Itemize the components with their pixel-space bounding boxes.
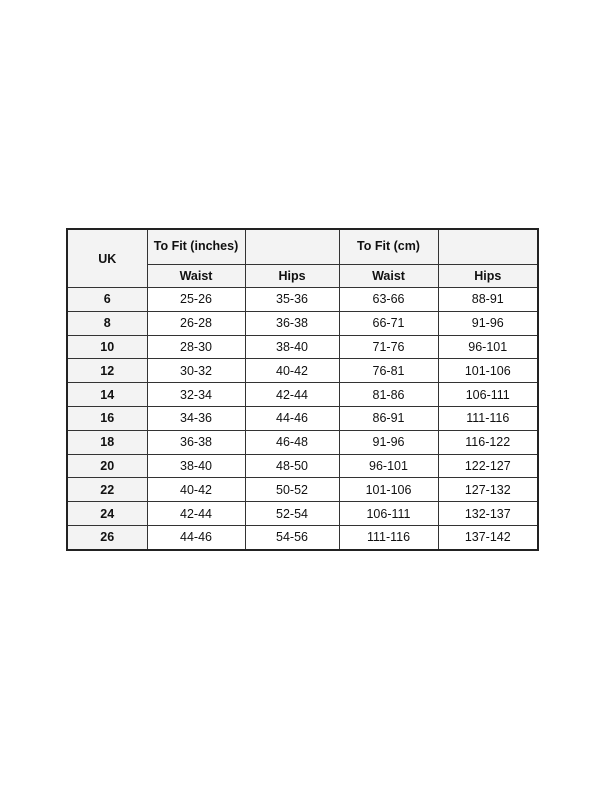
- cell-waist-inches: 32-34: [146, 382, 246, 407]
- cell-uk-size: 18: [66, 429, 148, 455]
- header-hips-inches: Hips: [244, 264, 340, 288]
- cell-hips-cm: 101-106: [437, 358, 539, 384]
- cell-waist-cm: 101-106: [338, 477, 439, 503]
- cell-uk-size: 6: [66, 287, 148, 312]
- header-row: UK To Fit (inches) To Fit (cm): [66, 228, 539, 288]
- cell-uk-size: 14: [66, 382, 148, 407]
- size-chart-table: UK To Fit (inches) To Fit (cm) Waist Hip…: [66, 228, 539, 551]
- cell-waist-cm: 71-76: [338, 334, 439, 360]
- cell-waist-inches: 34-36: [146, 405, 246, 431]
- cell-hips-cm: 132-137: [437, 501, 539, 526]
- cell-waist-inches: 25-26: [146, 287, 246, 312]
- header-waist-inches: Waist: [146, 264, 246, 288]
- cell-waist-cm: 91-96: [338, 429, 439, 455]
- cell-uk-size: 10: [66, 334, 148, 360]
- cell-waist-inches: 40-42: [146, 477, 246, 503]
- cell-hips-cm: 88-91: [437, 287, 539, 312]
- cell-waist-cm: 81-86: [338, 382, 439, 407]
- table-row: 20 38-40 48-50 96-101 122-127: [66, 453, 539, 479]
- cell-hips-inches: 36-38: [244, 310, 340, 336]
- cell-uk-size: 24: [66, 501, 148, 526]
- table-row: 24 42-44 52-54 106-111 132-137: [66, 501, 539, 526]
- cell-waist-cm: 76-81: [338, 358, 439, 384]
- cell-waist-inches: 42-44: [146, 501, 246, 526]
- cell-hips-inches: 35-36: [244, 287, 340, 312]
- table-row: 12 30-32 40-42 76-81 101-106: [66, 358, 539, 384]
- cell-waist-inches: 44-46: [146, 524, 246, 551]
- cell-waist-inches: 38-40: [146, 453, 246, 479]
- cell-hips-cm: 137-142: [437, 524, 539, 551]
- cell-hips-cm: 106-111: [437, 382, 539, 407]
- cell-waist-cm: 66-71: [338, 310, 439, 336]
- cell-waist-cm: 96-101: [338, 453, 439, 479]
- table-row: 8 26-28 36-38 66-71 91-96: [66, 310, 539, 336]
- cell-hips-inches: 38-40: [244, 334, 340, 360]
- cell-uk-size: 8: [66, 310, 148, 336]
- table-row: 26 44-46 54-56 111-116 137-142: [66, 524, 539, 551]
- cell-uk-size: 22: [66, 477, 148, 503]
- cell-waist-inches: 36-38: [146, 429, 246, 455]
- header-empty: [437, 228, 539, 265]
- cell-hips-cm: 122-127: [437, 453, 539, 479]
- table-row: 16 34-36 44-46 86-91 111-116: [66, 405, 539, 431]
- table-row: 10 28-30 38-40 71-76 96-101: [66, 334, 539, 360]
- cell-waist-inches: 26-28: [146, 310, 246, 336]
- cell-uk-size: 12: [66, 358, 148, 384]
- cell-hips-inches: 44-46: [244, 405, 340, 431]
- cell-waist-inches: 30-32: [146, 358, 246, 384]
- cell-hips-cm: 96-101: [437, 334, 539, 360]
- cell-uk-size: 26: [66, 524, 148, 551]
- cell-hips-inches: 54-56: [244, 524, 340, 551]
- cell-waist-cm: 111-116: [338, 524, 439, 551]
- header-waist-cm: Waist: [338, 264, 439, 288]
- cell-hips-inches: 48-50: [244, 453, 340, 479]
- cell-hips-inches: 42-44: [244, 382, 340, 407]
- cell-hips-cm: 111-116: [437, 405, 539, 431]
- header-hips-cm: Hips: [437, 264, 539, 288]
- cell-uk-size: 16: [66, 405, 148, 431]
- cell-uk-size: 20: [66, 453, 148, 479]
- header-uk: UK: [66, 228, 148, 288]
- cell-waist-inches: 28-30: [146, 334, 246, 360]
- table-row: 22 40-42 50-52 101-106 127-132: [66, 477, 539, 503]
- cell-hips-inches: 46-48: [244, 429, 340, 455]
- cell-waist-cm: 63-66: [338, 287, 439, 312]
- cell-hips-inches: 40-42: [244, 358, 340, 384]
- cell-waist-cm: 106-111: [338, 501, 439, 526]
- cell-hips-inches: 52-54: [244, 501, 340, 526]
- table-row: 18 36-38 46-48 91-96 116-122: [66, 429, 539, 455]
- header-empty: [244, 228, 340, 265]
- cell-hips-cm: 127-132: [437, 477, 539, 503]
- subheader-row: Waist Hips Waist Hips: [67, 264, 539, 288]
- table-row: 14 32-34 42-44 81-86 106-111: [66, 382, 539, 407]
- cell-hips-inches: 50-52: [244, 477, 340, 503]
- header-to-fit-cm: To Fit (cm): [338, 228, 439, 265]
- cell-hips-cm: 116-122: [437, 429, 539, 455]
- cell-hips-cm: 91-96: [437, 310, 539, 336]
- table-row: 6 25-26 35-36 63-66 88-91: [66, 287, 539, 312]
- cell-waist-cm: 86-91: [338, 405, 439, 431]
- header-to-fit-inches: To Fit (inches): [146, 228, 246, 265]
